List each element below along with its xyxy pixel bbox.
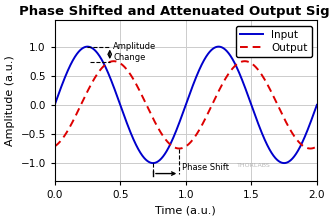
X-axis label: Time (a.u.): Time (a.u.)	[155, 205, 216, 215]
Output	[112, 60, 116, 62]
Input	[315, 104, 319, 106]
Legend: Input, Output: Input, Output	[236, 26, 312, 57]
Title: Phase Shifted and Attenuated Output Signal: Phase Shifted and Attenuated Output Sign…	[19, 5, 330, 18]
Output	[173, 147, 177, 149]
Input	[53, 104, 57, 106]
Line: Output: Output	[55, 61, 317, 148]
Input	[282, 162, 286, 164]
Input	[180, 113, 184, 116]
Input	[308, 124, 312, 126]
Text: Amplitude
Change: Amplitude Change	[113, 42, 156, 62]
Input	[66, 69, 70, 71]
Text: Phase Shift: Phase Shift	[182, 163, 229, 172]
Input	[259, 130, 263, 133]
Output	[308, 147, 312, 150]
Output	[307, 147, 311, 150]
Output	[53, 145, 57, 148]
Output	[308, 147, 312, 150]
Text: THORLABS: THORLABS	[237, 163, 271, 168]
Y-axis label: Amplitude (a.u.): Amplitude (a.u.)	[5, 55, 15, 146]
Line: Input: Input	[55, 47, 317, 163]
Output	[259, 73, 263, 75]
Input	[173, 131, 177, 134]
Output	[180, 147, 184, 149]
Output	[66, 129, 70, 131]
Input	[308, 124, 312, 126]
Output	[315, 145, 319, 148]
Input	[85, 45, 89, 48]
